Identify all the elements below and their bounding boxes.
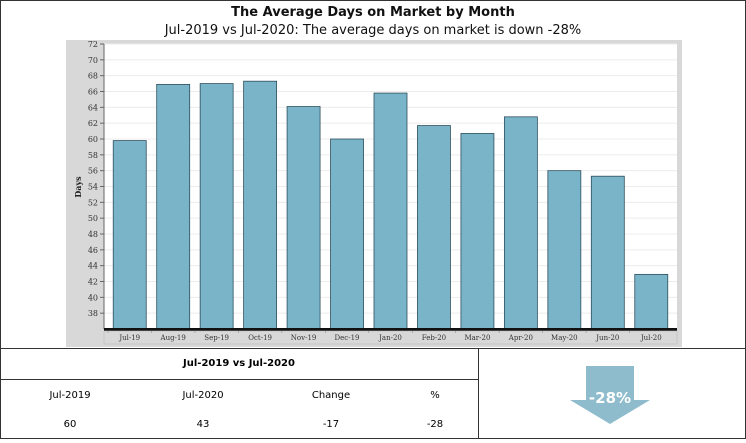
bar [112, 140, 147, 330]
y-tick-label: 68 [88, 72, 98, 81]
x-tick-label: Sep-19 [204, 334, 229, 342]
x-tick-label: Oct-19 [248, 334, 272, 342]
bar [156, 83, 191, 330]
bar [243, 80, 278, 330]
y-tick-label: 48 [88, 230, 98, 239]
summary-heading: Jul-2019 vs Jul-2020 [0, 349, 478, 380]
x-tick-label: Dec-19 [335, 334, 360, 342]
bar [590, 175, 625, 330]
x-tick-label: Aug-19 [160, 334, 186, 342]
value-change: -17 [322, 419, 340, 430]
change-indicator: -28% [479, 348, 745, 439]
y-tick-label: 54 [88, 183, 98, 192]
summary-panel: Jul-2019 vs Jul-2020 Jul-2019 Jul-2020 C… [0, 348, 746, 439]
y-tick-label: 64 [88, 103, 98, 112]
x-tick-label: Nov-19 [291, 334, 317, 342]
y-tick-label: 42 [88, 278, 98, 287]
down-arrow-icon: -28% [570, 366, 650, 424]
bar [460, 133, 495, 330]
bar [503, 116, 538, 330]
summary-table: Jul-2019 vs Jul-2020 Jul-2019 Jul-2020 C… [0, 348, 479, 439]
y-tick-label: 70 [88, 56, 98, 65]
col-percent-label: % [430, 390, 440, 401]
value-jul-2020: 43 [196, 419, 210, 430]
bar [634, 273, 669, 330]
y-tick-label: 52 [88, 198, 98, 207]
y-tick-label: 58 [88, 151, 98, 160]
y-tick-label: 66 [88, 88, 98, 97]
bar [373, 92, 408, 330]
x-tick-label: May-20 [551, 334, 578, 342]
bar [286, 106, 321, 330]
x-axis-baseline [104, 328, 677, 331]
x-tick-label: Mar-20 [464, 334, 490, 342]
bar [199, 83, 234, 330]
x-tick-label: Jul-19 [118, 334, 140, 342]
y-axis-label: Days [73, 176, 83, 198]
x-axis-band [103, 330, 678, 345]
x-tick-label: Apr-20 [508, 334, 533, 342]
col-jul-2020-label: Jul-2020 [182, 390, 224, 401]
x-tick-label: Feb-20 [422, 334, 446, 342]
bar-chart: 38 40 42 44 46 48 50 52 54 56 58 60 62 64 66 68 70 72 Days… [66, 40, 682, 347]
x-tick-label: Jan-20 [378, 334, 402, 342]
chart-title: The Average Days on Market by Month [231, 5, 515, 20]
bar [330, 138, 364, 330]
y-tick-label: 38 [88, 309, 98, 318]
y-tick-label: 72 [88, 40, 98, 49]
bar [547, 170, 582, 330]
chart-subtitle: Jul-2019 vs Jul-2020: The average days o… [164, 23, 582, 38]
x-tick-label: Jul-20 [640, 334, 662, 342]
value-percent: -28 [426, 419, 444, 430]
y-tick-label: 40 [88, 293, 98, 302]
col-jul-2019-label: Jul-2019 [49, 390, 91, 401]
col-change-label: Change [311, 390, 351, 401]
percent-badge: -28% [589, 389, 631, 407]
y-tick-label: 46 [88, 246, 98, 255]
x-tick-label: Jun-20 [595, 334, 619, 342]
y-tick-label: 62 [88, 119, 98, 128]
value-jul-2019: 60 [63, 419, 77, 430]
bar [417, 125, 451, 330]
y-tick-label: 44 [88, 262, 98, 271]
y-tick-label: 56 [88, 167, 98, 176]
y-tick-label: 50 [88, 214, 98, 223]
y-tick-label: 60 [88, 135, 98, 144]
